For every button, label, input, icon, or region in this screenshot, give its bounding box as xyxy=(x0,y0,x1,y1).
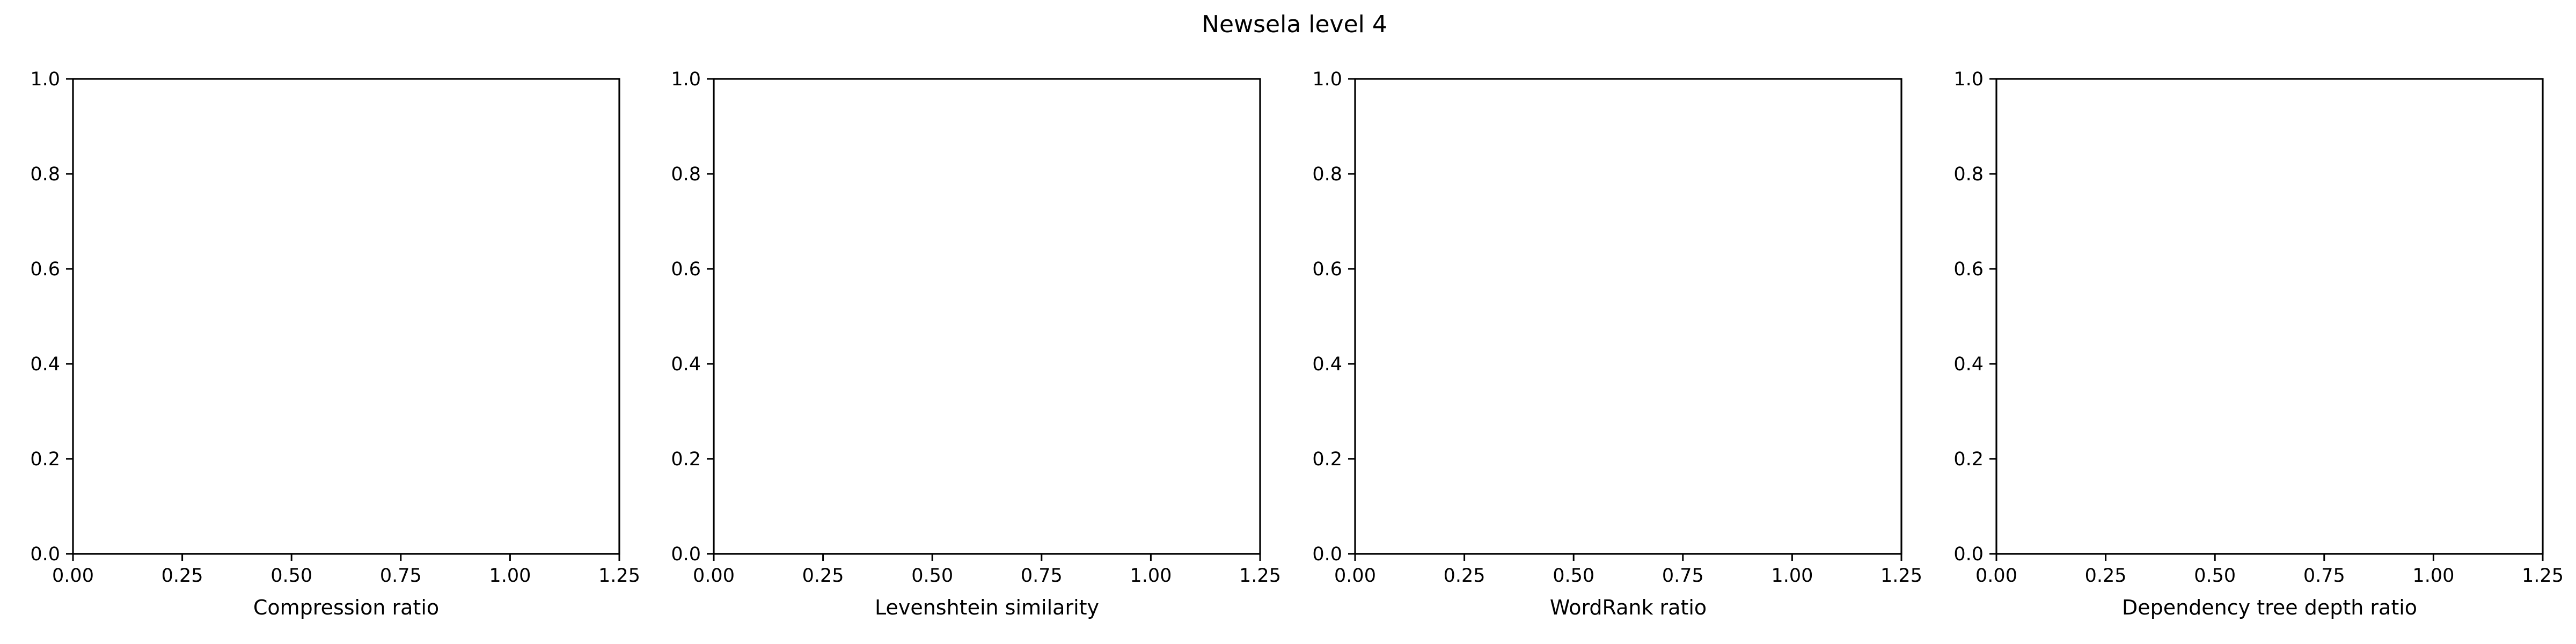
y-tick-label: 0.8 xyxy=(1312,164,1342,185)
x-tick-label: 0.50 xyxy=(2194,565,2236,587)
x-tick-label: 1.25 xyxy=(2522,565,2564,587)
y-tick-label: 0.2 xyxy=(671,449,701,470)
x-tick-label: 1.00 xyxy=(1771,565,1813,587)
axes-frame xyxy=(72,78,620,555)
x-tick-label: 1.25 xyxy=(598,565,640,587)
y-tick-label: 1.0 xyxy=(1312,69,1342,90)
x-tick-label: 0.00 xyxy=(52,565,94,587)
x-axis-label: Levenshtein similarity xyxy=(875,596,1099,619)
y-tick-label: 0.8 xyxy=(1953,164,1984,185)
axes-frame xyxy=(1354,78,1902,555)
x-tick-label: 0.50 xyxy=(270,565,312,587)
y-tick-label: 0.4 xyxy=(30,354,60,375)
x-tick-label: 0.50 xyxy=(911,565,953,587)
y-tick-label: 0.0 xyxy=(671,544,701,565)
figure-title: Newsela level 4 xyxy=(1202,11,1387,38)
y-tick-label: 0.8 xyxy=(30,164,60,185)
y-tick-label: 0.0 xyxy=(1953,544,1984,565)
x-tick-label: 0.75 xyxy=(1021,565,1063,587)
x-tick-label: 0.00 xyxy=(693,565,735,587)
y-tick-label: 0.4 xyxy=(1312,354,1342,375)
subplot-1: 0.00 0.25 0.50 0.75 1.00 1.25 0.0 0.2 0.4 0.6 0.8 1… xyxy=(30,69,640,619)
y-tick-label: 0.4 xyxy=(1953,354,1984,375)
y-tick-label: 0.8 xyxy=(671,164,701,185)
x-tick-label: 1.25 xyxy=(1239,565,1281,587)
x-tick-label: 1.25 xyxy=(1880,565,1922,587)
x-tick-label: 0.00 xyxy=(1975,565,2017,587)
x-tick-label: 1.00 xyxy=(1130,565,1172,587)
x-tick-label: 0.75 xyxy=(2303,565,2345,587)
x-axis-label: Compression ratio xyxy=(253,596,439,619)
y-tick-label: 0.2 xyxy=(30,449,60,470)
x-tick-label: 0.25 xyxy=(802,565,844,587)
y-tick-label: 0.6 xyxy=(30,259,60,280)
y-tick-label: 0.2 xyxy=(1312,449,1342,470)
y-tick-label: 0.0 xyxy=(30,544,60,565)
subplots: 0.00 0.25 0.50 0.75 1.00 1.25 0.0 0.2 0.4 0.6 0.8 1… xyxy=(30,69,2564,619)
y-tick-label: 0.6 xyxy=(1953,259,1984,280)
axes-frame xyxy=(1995,78,2544,555)
x-tick-label: 0.75 xyxy=(1662,565,1704,587)
y-tick-label: 0.0 xyxy=(1312,544,1342,565)
x-tick-label: 0.75 xyxy=(380,565,422,587)
x-axis-label: Dependency tree depth ratio xyxy=(2122,596,2417,619)
x-tick-label: 0.25 xyxy=(162,565,203,587)
subplot-4: 0.00 0.25 0.50 0.75 1.00 1.25 0.0 0.2 0.4 0.6 0.8 1… xyxy=(1953,69,2564,619)
y-tick-label: 0.6 xyxy=(671,259,701,280)
y-tick-label: 0.4 xyxy=(671,354,701,375)
subplot-3: 0.00 0.25 0.50 0.75 1.00 1.25 0.0 0.2 0.4 0.6 0.8 1… xyxy=(1312,69,1922,619)
x-tick-label: 1.00 xyxy=(489,565,531,587)
y-tick-label: 1.0 xyxy=(671,69,701,90)
y-tick-label: 0.2 xyxy=(1953,449,1984,470)
axes-frame xyxy=(713,78,1261,555)
x-tick-label: 0.25 xyxy=(2085,565,2127,587)
x-tick-label: 0.50 xyxy=(1553,565,1594,587)
x-tick-label: 0.25 xyxy=(1444,565,1485,587)
x-tick-label: 1.00 xyxy=(2412,565,2454,587)
y-tick-label: 1.0 xyxy=(1953,69,1984,90)
x-tick-label: 0.00 xyxy=(1334,565,1376,587)
subplot-2: 0.00 0.25 0.50 0.75 1.00 1.25 0.0 0.2 0.4 0.6 0.8 1… xyxy=(671,69,1281,619)
y-tick-label: 0.6 xyxy=(1312,259,1342,280)
y-tick-label: 1.0 xyxy=(30,69,60,90)
x-axis-label: WordRank ratio xyxy=(1550,596,1707,619)
